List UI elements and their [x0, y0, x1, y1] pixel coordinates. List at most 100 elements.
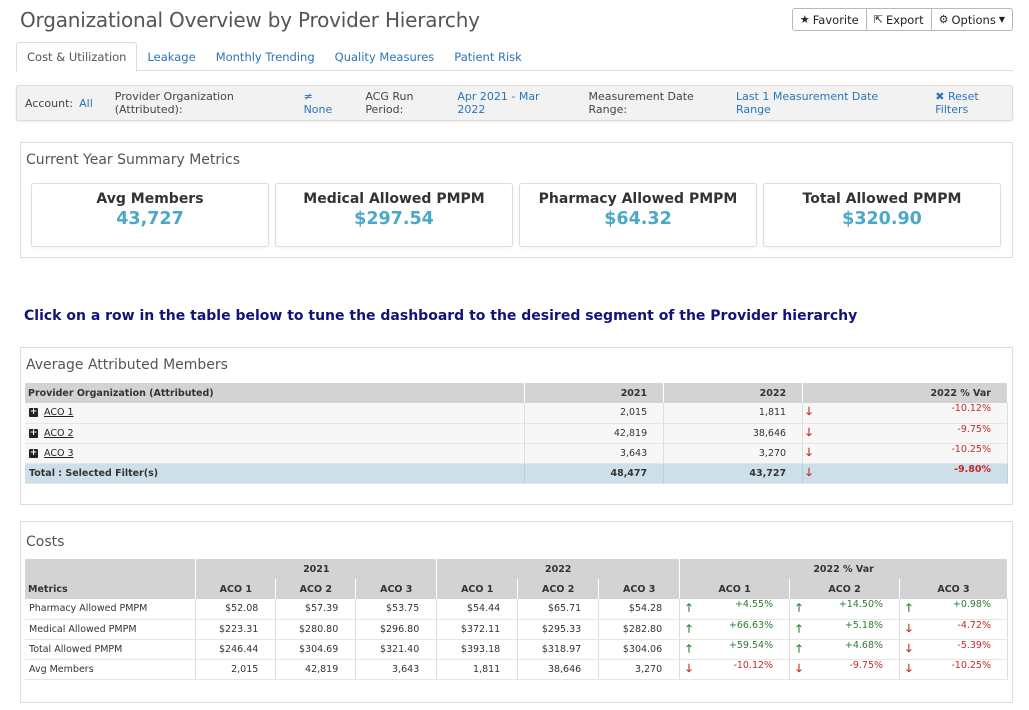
cell-y2021: $52.08 — [195, 599, 277, 620]
costs-table: 2021 2022 2022 % Var Metrics ACO 1 ACO 2… — [25, 559, 1008, 680]
cell-y2022: 38,646 — [517, 659, 600, 680]
column-header[interactable]: ACO 2 — [275, 579, 357, 599]
attributed-panel-title: Average Attributed Members — [26, 357, 228, 373]
cell-2022: 1,811 — [663, 403, 804, 424]
column-header[interactable]: Provider Organization (Attributed) — [25, 383, 526, 403]
aco-link[interactable]: ACO 3 — [44, 447, 74, 459]
cell-y2021: 3,643 — [355, 659, 438, 680]
column-header[interactable]: 2021 — [524, 383, 665, 403]
cell-var: 🡑 +59.54% — [679, 639, 791, 660]
cell-y2022: $282.80 — [598, 619, 681, 640]
toolbar: ★ Favorite ⇱ Export ⚙ Options ▼ — [791, 8, 1013, 31]
arrow-up-icon: 🡑 — [796, 601, 802, 615]
cell-var: 🡑 +66.63% — [679, 619, 791, 640]
var-value: -4.72% — [957, 619, 991, 631]
arrow-up-icon: 🡑 — [686, 601, 692, 615]
cell-2021: 3,643 — [524, 443, 665, 464]
var-value: -10.12% — [951, 403, 991, 415]
page-title: Organizational Overview by Provider Hier… — [20, 8, 480, 32]
metric-value: $320.90 — [842, 209, 922, 229]
cell-y2021: $296.80 — [355, 619, 438, 640]
attributed-members-table: Provider Organization (Attributed) 2021 … — [25, 383, 1008, 484]
mdr-filter-value[interactable]: Last 1 Measurement Date Range — [735, 90, 879, 116]
var-value: +0.98% — [952, 599, 991, 611]
aco-link[interactable]: ACO 2 — [44, 427, 74, 439]
var-value: -9.75% — [849, 659, 884, 671]
metric-name: Medical Allowed PMPM — [25, 619, 197, 640]
tab-quality-measures[interactable]: Quality Measures — [334, 49, 435, 64]
cell-2021: 2,015 — [524, 403, 665, 424]
avg-members-card: Avg Members 43,727 — [31, 183, 269, 247]
tab-leakage[interactable]: Leakage — [147, 49, 196, 64]
var-value: +5.18% — [844, 619, 884, 631]
table-row[interactable]: + ACO 1 2,015 1,811 🡓 -10.12% — [25, 403, 1008, 424]
var-value: +14.50% — [838, 599, 884, 611]
aco-link[interactable]: ACO 1 — [44, 407, 74, 419]
column-group-header: 2021 — [195, 559, 438, 579]
cell-y2021: $223.31 — [195, 619, 277, 640]
acg-filter-value[interactable]: Apr 2021 - Mar 2022 — [457, 90, 540, 116]
var-value: -5.39% — [957, 639, 991, 651]
arrow-down-icon: 🡓 — [806, 425, 812, 439]
options-button[interactable]: ⚙ Options ▼ — [931, 8, 1013, 31]
table-group-header-row: 2021 2022 2022 % Var — [25, 559, 1008, 579]
column-header[interactable]: ACO 2 — [517, 579, 600, 599]
metric-value: $64.32 — [604, 209, 672, 229]
cell-var: 🡑 +4.68% — [789, 639, 901, 660]
caret-down-icon: ▼ — [998, 15, 1005, 24]
tab-cost-utilization[interactable]: Cost & Utilization — [16, 42, 138, 72]
reset-filters-button[interactable]: ✖ Reset Filters — [935, 90, 1012, 116]
account-filter-value[interactable]: All — [79, 96, 93, 110]
column-header[interactable]: 2022 — [663, 383, 804, 403]
column-header[interactable]: 2022 % Var — [802, 383, 1008, 403]
arrow-up-icon: 🡑 — [796, 641, 802, 655]
export-button[interactable]: ⇱ Export — [866, 8, 932, 31]
cell-var: 🡓 -4.72% — [899, 619, 1008, 640]
provider-filter-value[interactable]: ≠ None — [303, 90, 333, 116]
column-header[interactable]: ACO 3 — [598, 579, 681, 599]
column-header[interactable]: ACO 1 — [436, 579, 519, 599]
tab-patient-risk[interactable]: Patient Risk — [454, 49, 522, 64]
arrow-up-icon: 🡑 — [686, 641, 692, 655]
cell-2022: 3,270 — [663, 443, 804, 464]
table-row[interactable]: + ACO 3 3,643 3,270 🡓 -10.25% — [25, 443, 1008, 464]
cell-var: 🡓 -9.75% — [802, 423, 1008, 444]
column-header[interactable]: Metrics — [25, 579, 197, 599]
cell-var: 🡓 -10.25% — [899, 659, 1008, 680]
table-row[interactable]: Total Allowed PMPM $246.44 $304.69 $321.40 $… — [25, 639, 1008, 660]
expand-icon[interactable]: + — [29, 447, 38, 458]
costs-panel: Costs 2021 2022 2022 % Var Metrics ACO 1… — [20, 521, 1013, 703]
cell-y2021: $280.80 — [275, 619, 357, 640]
arrow-up-icon: 🡑 — [686, 621, 692, 635]
metric-label: Medical Allowed PMPM — [303, 191, 485, 207]
arrow-down-icon: 🡓 — [906, 661, 912, 675]
column-header[interactable]: ACO 3 — [355, 579, 438, 599]
tab-monthly-trending[interactable]: Monthly Trending — [215, 49, 315, 64]
expand-icon[interactable]: + — [29, 407, 38, 418]
column-header[interactable]: ACO 2 — [789, 579, 901, 599]
column-header[interactable]: ACO 1 — [679, 579, 791, 599]
cell-var: 🡑 +5.18% — [789, 619, 901, 640]
summary-panel-title: Current Year Summary Metrics — [26, 152, 241, 168]
column-header[interactable]: ACO 3 — [899, 579, 1008, 599]
metric-label: Avg Members — [96, 191, 204, 207]
table-row[interactable]: + ACO 2 42,819 38,646 🡓 -9.75% — [25, 423, 1008, 444]
cell-var: 🡑 +4.55% — [679, 599, 791, 620]
cell-y2022: 1,811 — [436, 659, 519, 680]
cell-var: 🡓 -9.75% — [789, 659, 901, 680]
column-group-header: 2022 — [436, 559, 681, 579]
metric-name: Pharmacy Allowed PMPM — [25, 599, 197, 620]
total-row[interactable]: Total : Selected Filter(s) 48,477 43,727… — [25, 463, 1008, 484]
cell-y2022: $393.18 — [436, 639, 519, 660]
favorite-label: Favorite — [812, 12, 859, 27]
cell-y2021: $57.39 — [275, 599, 357, 620]
close-icon: ✖ — [935, 90, 945, 103]
arrow-down-icon: 🡓 — [686, 661, 692, 675]
expand-icon[interactable]: + — [29, 427, 38, 438]
table-row[interactable]: Avg Members 2,015 42,819 3,643 1,811 38,646 3,… — [25, 659, 1008, 680]
var-value: +66.63% — [728, 619, 774, 631]
favorite-button[interactable]: ★ Favorite — [791, 8, 867, 31]
column-header[interactable]: ACO 1 — [195, 579, 277, 599]
table-row[interactable]: Pharmacy Allowed PMPM $52.08 $57.39 $53.75 $… — [25, 599, 1008, 620]
table-row[interactable]: Medical Allowed PMPM $223.31 $280.80 $296.8… — [25, 619, 1008, 640]
